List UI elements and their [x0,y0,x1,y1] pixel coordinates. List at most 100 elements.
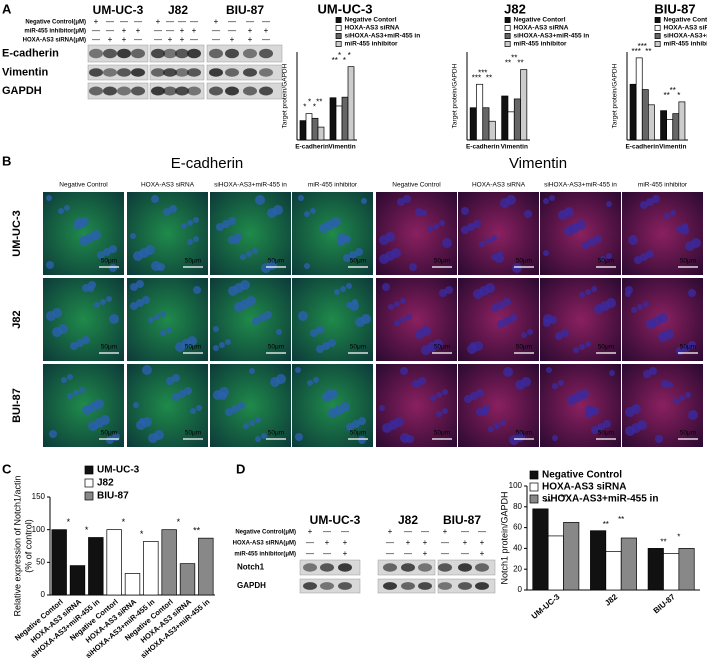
blot-band [338,582,352,590]
cell-nucleus [500,420,506,426]
cell-nucleus [346,283,352,289]
y-axis-label: Target protein/GAPDH [282,63,289,128]
cell-nucleus [130,233,136,239]
cell-nucleus [237,402,245,410]
cell-nucleus [142,365,152,375]
cell-nucleus [482,405,490,413]
cell-nucleus [225,408,233,416]
cell-nucleus [46,195,52,201]
cell-nucleus [479,241,485,247]
cell-nucleus [163,208,171,216]
cell-nucleus [546,367,552,373]
cell-nucleus [136,299,144,307]
condition-sign: + [423,538,428,547]
blot-band [401,582,415,590]
legend-swatch [654,17,661,23]
scale-bar-label: 50μm [268,430,284,437]
cell-nucleus [346,302,352,308]
column-label: miR-455 inhibitor [638,182,688,189]
cell-nucleus [521,377,531,387]
condition-sign: + [423,549,428,558]
cell-nucleus [246,296,256,306]
condition-label: Negative Control(μM) [25,20,86,26]
legend-label: siHOXA-AS3+miR-455 in [345,33,421,40]
cell-nucleus [94,302,100,308]
cell-nucleus [585,289,591,295]
cell-nucleus [193,286,201,294]
bar [488,120,496,141]
condition-sign: — [461,549,469,558]
legend-swatch [529,494,539,504]
condition-sign: — [92,26,100,35]
legend-label: HOXA-AS3 siRNA [345,25,400,32]
significance: * [122,517,126,527]
cell-nucleus [234,233,242,241]
cell-nucleus [160,330,166,336]
micrograph [127,364,208,447]
condition-sign: + [180,35,185,44]
cell-nucleus [190,408,196,414]
cell-nucleus [358,417,366,425]
cell-nucleus [139,418,145,424]
blot-band [151,86,165,96]
cell-nucleus [249,420,255,426]
cell-nucleus [418,377,426,385]
significance: *** [631,47,640,56]
condition-sign: — [212,35,220,44]
cell-nucleus [334,289,340,295]
cell-nucleus [213,345,219,351]
y-axis-label: Target protein/GAPDH [612,63,619,128]
chart-title: UM-UC-3 [318,1,373,16]
significance: ** [486,73,492,82]
condition-sign: — [228,17,236,26]
legend-label: miR-455 inhibitor [345,41,399,48]
blot-band [89,86,103,96]
cell-nucleus [503,367,513,377]
cell-nucleus [196,405,202,411]
cell-nucleus [634,256,642,264]
bar [476,83,484,141]
condition-sign: — [106,26,114,35]
cell-nucleus [58,324,68,334]
significance: ** [545,498,551,507]
cell-nucleus [106,436,114,444]
legend-swatch [654,41,661,47]
condition-sign: — [306,549,314,558]
cell-nucleus [682,223,688,229]
condition-sign: + [343,549,348,558]
condition-sign: — [154,35,162,44]
bar [179,563,196,596]
y-tick-label: 80 [513,502,522,511]
cell-nucleus [625,286,633,294]
cell-nucleus [358,436,366,444]
cell-nucleus [228,217,236,225]
cell-nucleus [91,230,101,240]
significance: * [677,533,680,542]
bar [590,530,607,591]
condition-label: HOXA-AS3 siRNA(μM) [233,541,296,547]
bar [469,107,477,141]
cell-nucleus [160,311,166,317]
cell-nucleus [310,208,316,214]
cell-line-label: BIU-87 [226,3,264,17]
y-tick-label: 40 [513,544,522,553]
cell-nucleus [576,220,586,230]
cell-nucleus [172,374,180,382]
blot-band [438,582,452,590]
cell-nucleus [640,201,648,209]
condition-sign: + [230,35,235,44]
scale-bar-label: 50μm [680,430,696,437]
condition-sign: + [480,538,485,547]
bar [311,117,319,141]
blot-band [209,68,223,77]
cell-nucleus [430,395,436,401]
row-label: UM-UC-3 [11,210,23,256]
cell-nucleus [103,248,111,256]
cell-nucleus [109,314,119,324]
cell-nucleus [673,398,679,404]
significance: * [177,517,181,527]
cell-nucleus [658,313,668,323]
legend-label: siHOXA-AS3+miR-455 in [664,33,707,40]
condition-sign: + [136,26,141,35]
condition-sign: — [246,17,254,26]
